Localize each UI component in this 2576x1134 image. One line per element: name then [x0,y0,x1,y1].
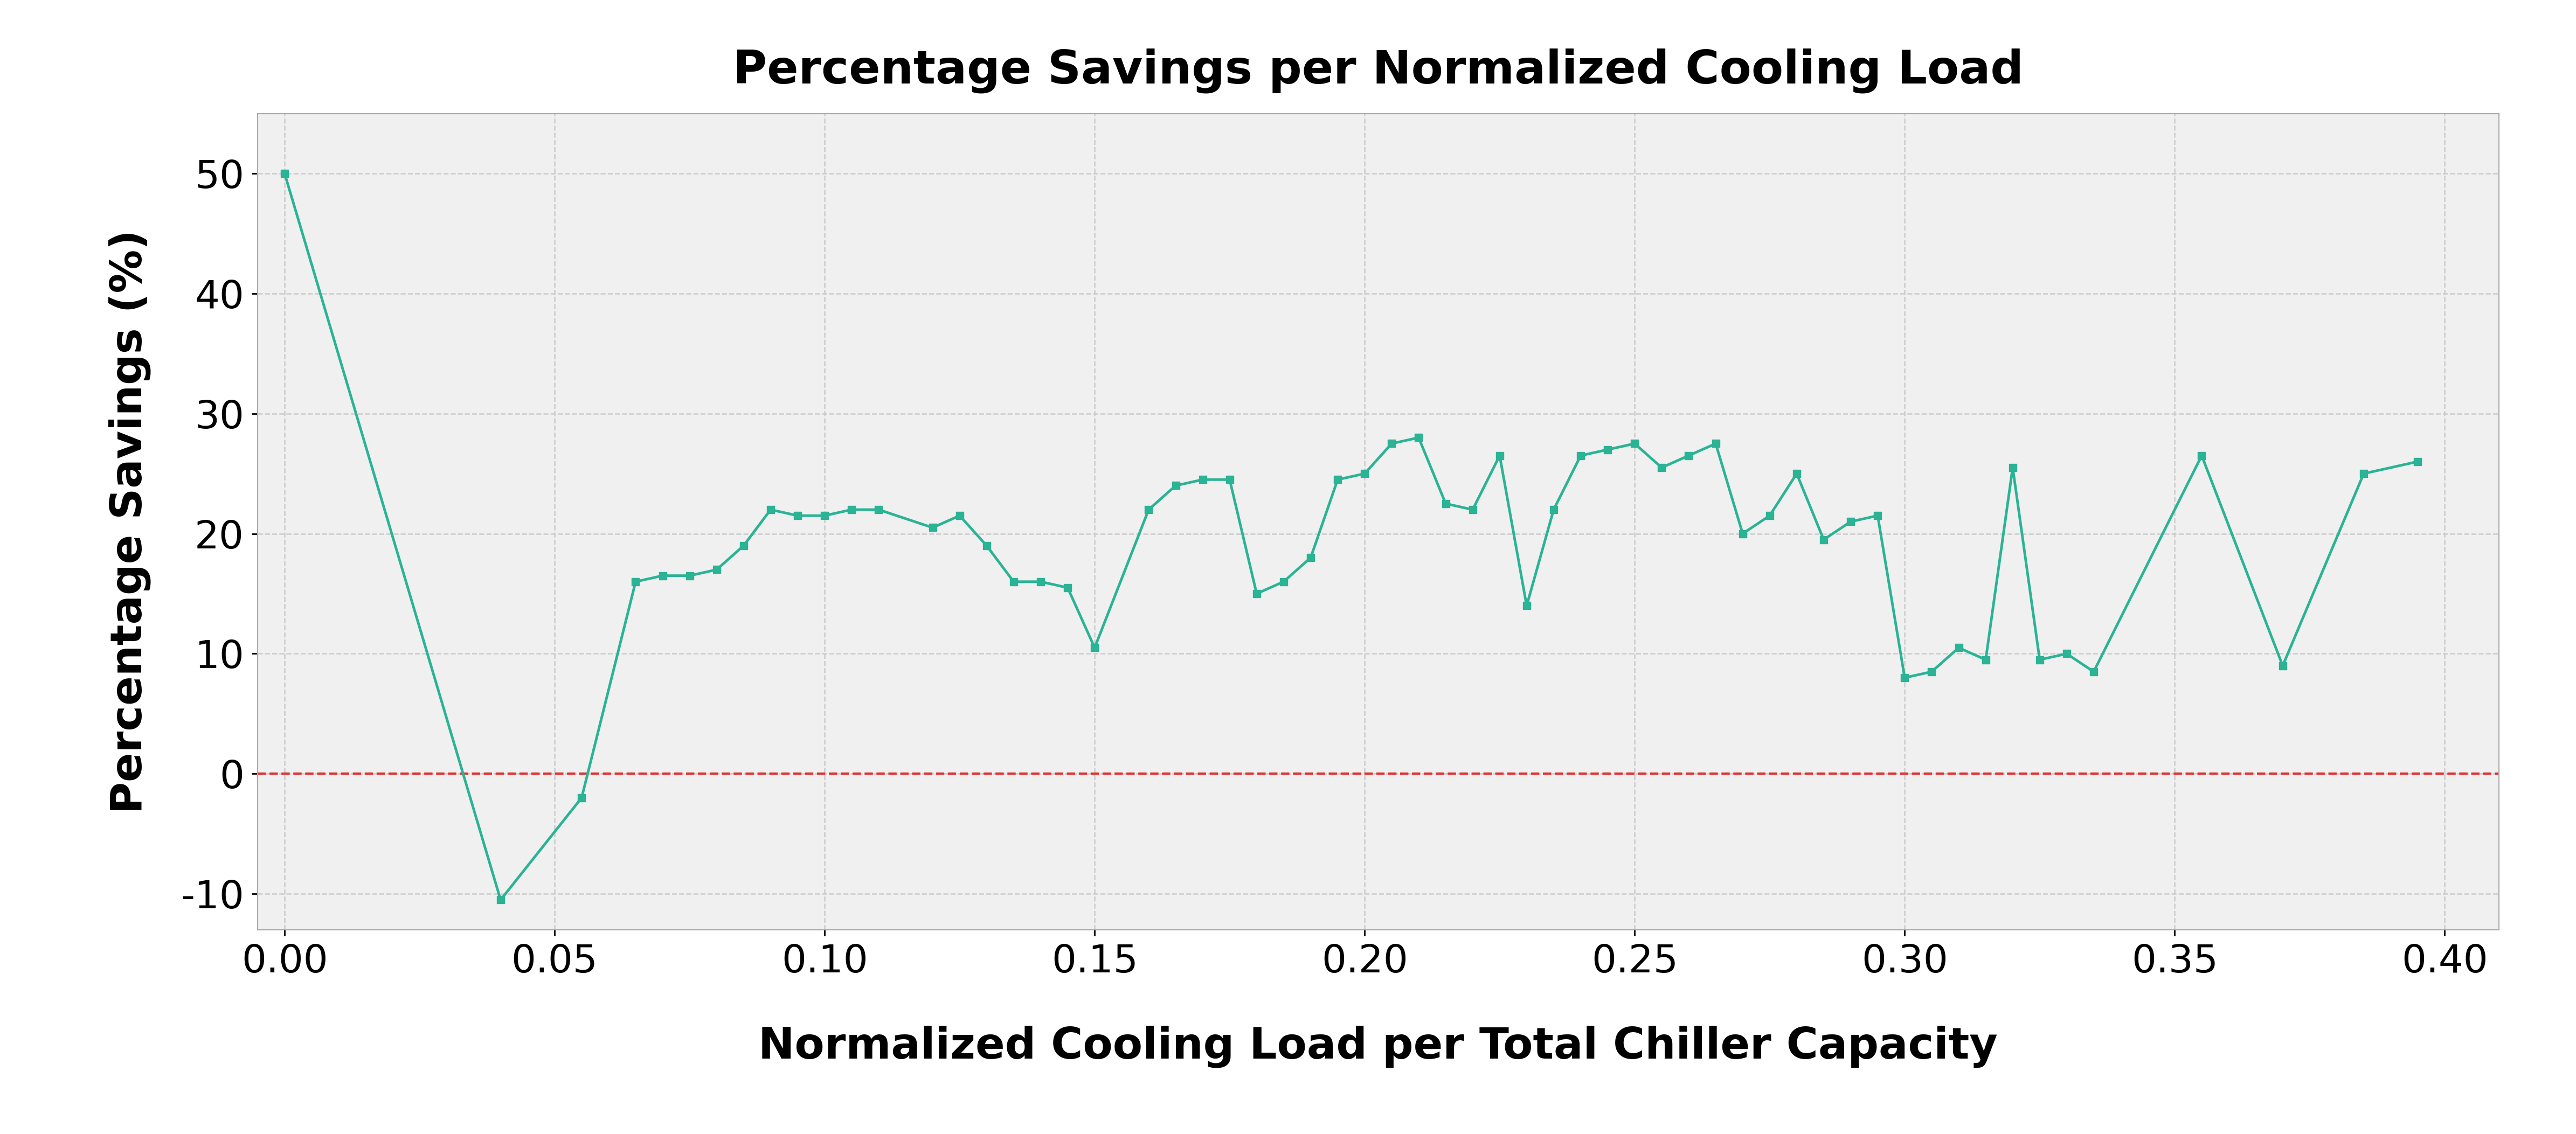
Title: Percentage Savings per Normalized Cooling Load: Percentage Savings per Normalized Coolin… [732,49,2025,93]
X-axis label: Normalized Cooling Load per Total Chiller Capacity: Normalized Cooling Load per Total Chille… [757,1025,1999,1068]
Y-axis label: Percentage Savings (%): Percentage Savings (%) [108,230,152,813]
